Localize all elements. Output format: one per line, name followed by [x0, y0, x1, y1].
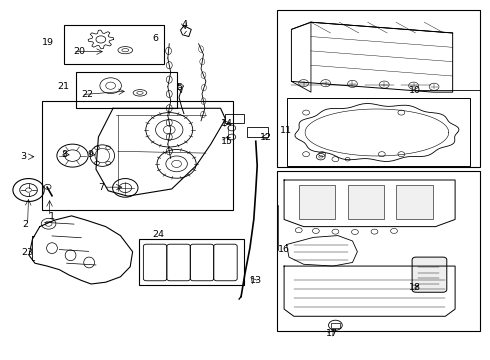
Text: 5: 5	[176, 83, 183, 92]
Bar	[42, 101, 233, 211]
Text: 12: 12	[260, 133, 271, 142]
Bar	[225, 114, 244, 123]
Bar	[76, 72, 176, 108]
Bar	[347, 185, 384, 220]
Bar	[299, 185, 335, 220]
Bar	[287, 98, 470, 166]
Text: 18: 18	[409, 283, 421, 292]
Bar	[64, 26, 164, 64]
Text: 17: 17	[326, 329, 338, 338]
Text: 23: 23	[21, 248, 33, 257]
Text: 10: 10	[409, 86, 421, 95]
Text: 16: 16	[278, 246, 290, 255]
Bar	[139, 239, 244, 285]
Bar	[277, 10, 480, 167]
Text: 9: 9	[88, 150, 94, 159]
Bar	[331, 323, 340, 328]
Text: 20: 20	[73, 47, 85, 56]
Bar	[277, 171, 480, 330]
Text: 3: 3	[20, 152, 26, 161]
Text: 2: 2	[23, 220, 29, 229]
Bar	[396, 185, 433, 220]
Bar	[247, 127, 268, 137]
Text: 7: 7	[98, 183, 104, 192]
Text: 6: 6	[152, 34, 158, 43]
Text: 11: 11	[280, 126, 292, 135]
Text: 4: 4	[181, 19, 188, 28]
FancyBboxPatch shape	[412, 257, 447, 292]
Text: 15: 15	[220, 137, 233, 146]
Text: 13: 13	[250, 276, 262, 285]
Text: 22: 22	[81, 90, 93, 99]
Text: 24: 24	[152, 230, 164, 239]
Text: 19: 19	[42, 38, 54, 47]
Text: 8: 8	[62, 150, 68, 159]
Text: 14: 14	[220, 119, 233, 128]
Text: 1: 1	[49, 212, 54, 221]
Text: 21: 21	[57, 82, 69, 91]
